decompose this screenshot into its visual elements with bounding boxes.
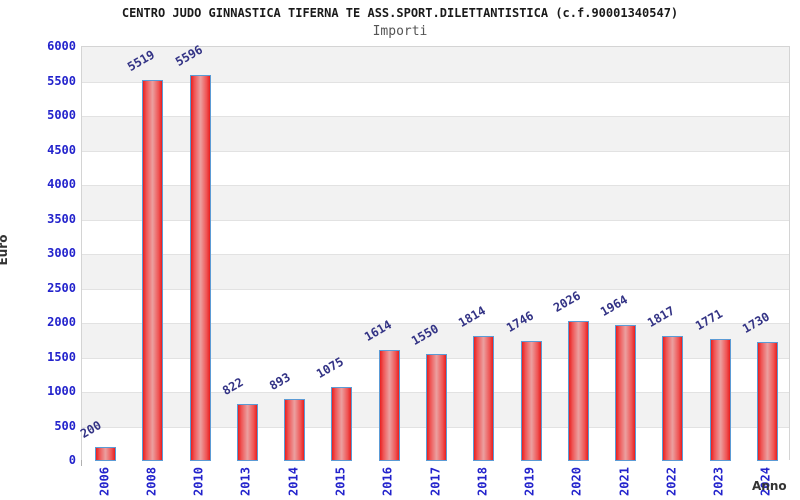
bar bbox=[567, 321, 589, 461]
bar bbox=[378, 349, 400, 461]
bar bbox=[756, 341, 778, 461]
y-tick-label: 2500 bbox=[47, 280, 76, 295]
gridline bbox=[82, 150, 789, 152]
gridline bbox=[82, 185, 789, 186]
gridline bbox=[82, 219, 789, 221]
background-band bbox=[82, 219, 789, 254]
x-tick-label: 2020 bbox=[569, 467, 584, 496]
x-tick-label: 2016 bbox=[380, 467, 395, 496]
y-tick-label: 500 bbox=[54, 418, 76, 433]
y-tick-label: 5500 bbox=[47, 73, 76, 88]
y-tick-label: 4000 bbox=[47, 177, 76, 191]
background-band bbox=[82, 254, 789, 289]
bar bbox=[189, 74, 211, 461]
x-tick-label: 2017 bbox=[428, 467, 442, 496]
x-tick-label: 2014 bbox=[286, 467, 301, 496]
bar bbox=[284, 399, 306, 461]
background-band bbox=[82, 81, 789, 116]
gridline bbox=[82, 254, 789, 255]
background-band bbox=[82, 150, 789, 185]
x-tick-label: 2006 bbox=[97, 467, 112, 496]
bar bbox=[95, 447, 117, 461]
bar bbox=[709, 338, 731, 461]
y-tick-label: 4500 bbox=[47, 142, 76, 157]
y-tick-label: 2000 bbox=[47, 315, 76, 329]
x-tick-label: 2019 bbox=[522, 467, 537, 496]
gridline bbox=[82, 323, 789, 324]
bar bbox=[473, 335, 495, 461]
bar bbox=[615, 325, 637, 461]
chart-title: CENTRO JUDO GINNASTICA TIFERNA TE ASS.SP… bbox=[121, 6, 679, 20]
x-tick-label: 2010 bbox=[191, 467, 206, 496]
background-band bbox=[82, 116, 789, 151]
y-tick-label: 1500 bbox=[47, 349, 76, 364]
gridline bbox=[82, 81, 789, 83]
y-tick-label: 3500 bbox=[47, 211, 76, 226]
x-tick-label: 2015 bbox=[333, 467, 348, 496]
x-axis-title: Anno bbox=[752, 479, 787, 493]
plot-area bbox=[81, 46, 790, 461]
y-axis-line-stub bbox=[81, 460, 82, 466]
gridline bbox=[82, 116, 789, 117]
bar bbox=[662, 335, 684, 461]
x-tick-label: 2018 bbox=[475, 467, 490, 496]
bar bbox=[142, 80, 164, 461]
y-tick-label: 5000 bbox=[47, 108, 76, 122]
y-tick-label: 3000 bbox=[47, 246, 76, 260]
x-tick-label: 2021 bbox=[617, 467, 632, 496]
y-tick-label: 0 bbox=[68, 453, 76, 467]
y-tick-label: 1000 bbox=[47, 384, 76, 398]
x-tick-label: 2022 bbox=[664, 467, 679, 496]
x-tick-label: 2023 bbox=[711, 467, 726, 496]
x-tick-label: 2013 bbox=[238, 467, 253, 496]
bar bbox=[426, 354, 447, 461]
bar bbox=[331, 386, 353, 461]
y-tick-label: 6000 bbox=[47, 39, 76, 53]
gridline bbox=[82, 288, 789, 290]
y-axis-title: Euro bbox=[0, 234, 10, 266]
bar bbox=[236, 404, 258, 461]
x-tick-label: 2008 bbox=[144, 467, 159, 496]
background-band bbox=[82, 185, 789, 220]
background-band bbox=[82, 288, 789, 323]
bar bbox=[520, 340, 542, 461]
chart-subtitle: Importi bbox=[372, 24, 428, 39]
